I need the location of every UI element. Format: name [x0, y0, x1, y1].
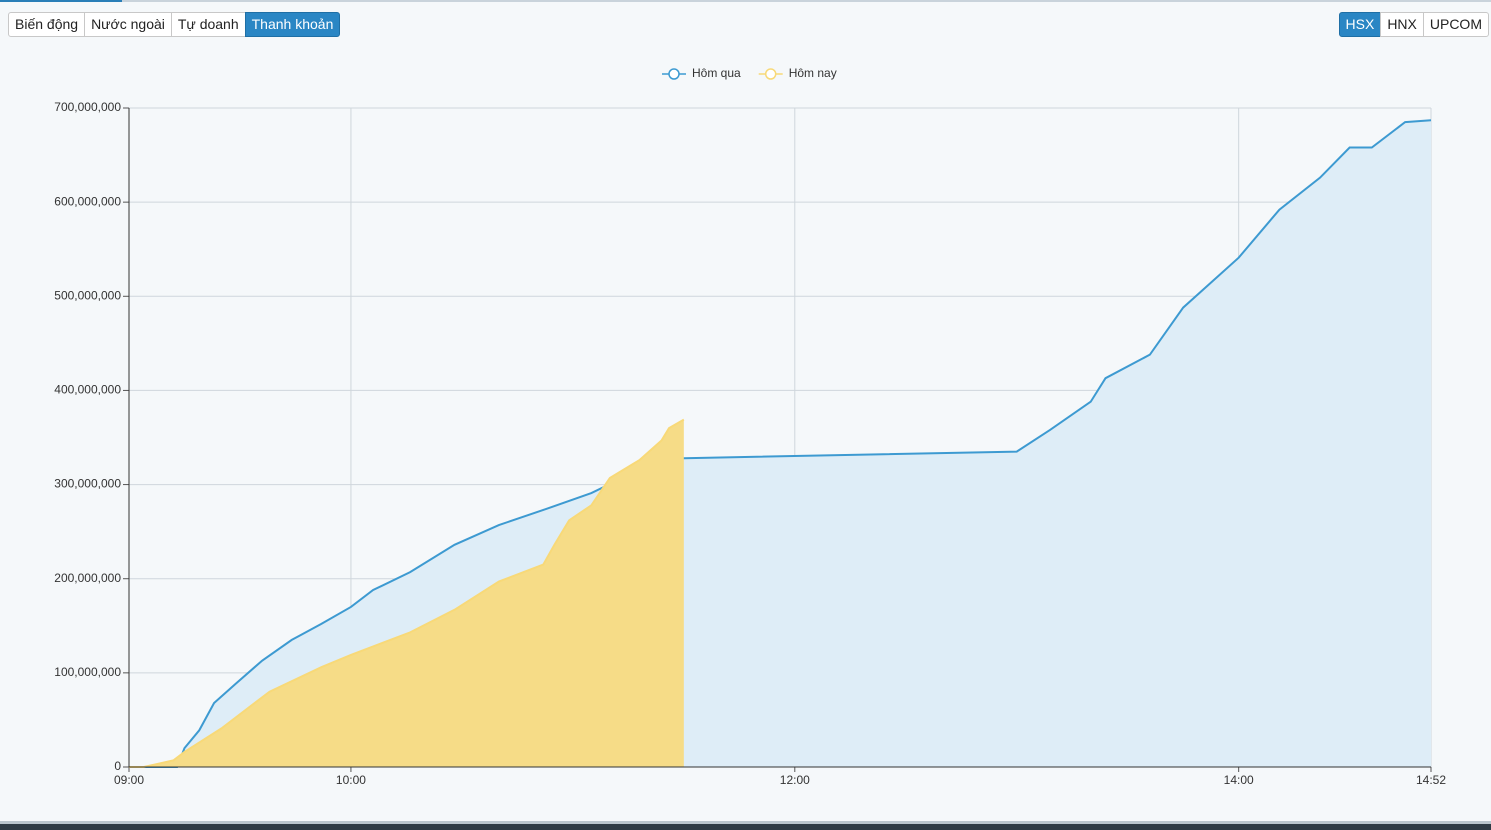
line — [129, 119, 1432, 768]
y-tick-label: 700,000,000 — [54, 100, 121, 114]
legend-marker — [764, 68, 777, 80]
legend-label: Hôm qua — [692, 66, 741, 80]
y-tick-label: 500,000,000 — [54, 288, 121, 302]
tab[interactable]: HSX — [1338, 12, 1382, 37]
top-border — [0, 0, 1491, 2]
line — [129, 418, 685, 768]
x-tick-label: 14:52 — [1416, 773, 1446, 787]
y-tick-label: 200,000,000 — [54, 571, 121, 585]
y-tick-label: 400,000,000 — [54, 383, 121, 397]
x-tick-label: 10:00 — [336, 773, 366, 787]
tab[interactable]: Biến động — [8, 12, 86, 37]
top-accent — [0, 0, 122, 2]
legend-marker — [668, 68, 680, 80]
legend-label: Hôm nay — [789, 66, 837, 80]
right-tabs: HSX HNX UPCOM — [1338, 12, 1489, 37]
x-tick-label: 14:00 — [1224, 773, 1254, 787]
x-tick-label: 12:00 — [780, 773, 810, 787]
y-tick-label: 0 — [114, 759, 121, 773]
y-tick-label: 300,000,000 — [54, 477, 121, 491]
tab[interactable]: UPCOM — [1422, 12, 1489, 37]
left-tabs: Biến động Nước ngoài Tự doanh Thanh khoản — [8, 12, 341, 37]
tab[interactable]: Thanh khoản — [244, 12, 341, 37]
y-tick-label: 600,000,000 — [54, 194, 121, 208]
x-tick-label: 09:00 — [114, 773, 144, 787]
y-tick-label: 100,000,000 — [54, 665, 121, 679]
bottom-bar — [0, 821, 1491, 830]
tab[interactable]: Tự doanh — [170, 12, 246, 37]
area — [129, 419, 684, 767]
tab[interactable]: HNX — [1380, 12, 1424, 37]
area — [129, 120, 1431, 767]
